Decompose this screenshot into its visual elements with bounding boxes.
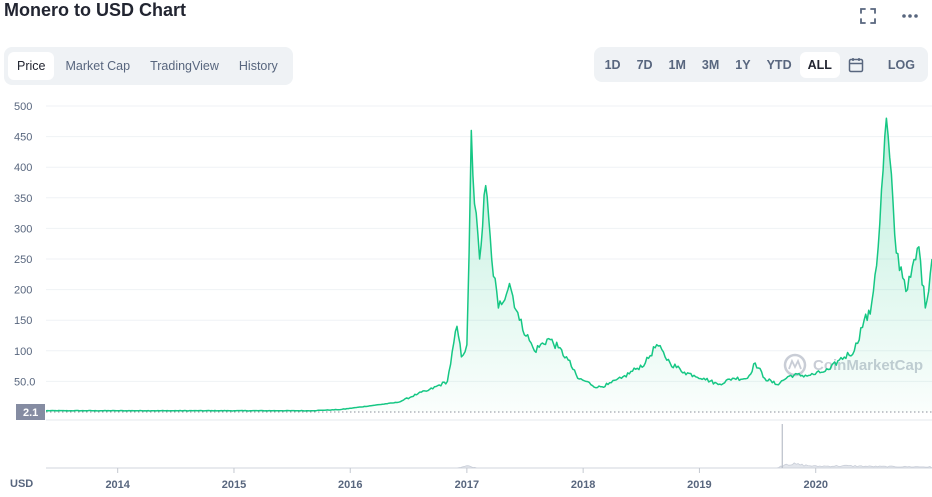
chart-grid (46, 105, 932, 382)
time-range-selector: 1D 7D 1M 3M 1Y YTD ALL LOG (593, 47, 928, 82)
tab-history[interactable]: History (238, 59, 278, 73)
tab-price[interactable]: Price (8, 52, 55, 80)
range-1y[interactable]: 1Y (735, 57, 751, 72)
y-axis: 500 450 400 350 300 250 200 150 100 50.0 (14, 101, 35, 388)
price-area (46, 118, 932, 412)
calendar-icon[interactable] (840, 53, 872, 77)
y-tick-label: 300 (14, 223, 32, 235)
range-all[interactable]: ALL (799, 51, 840, 78)
range-1m[interactable]: 1M (668, 57, 686, 72)
y-tick-label: 250 (14, 254, 32, 266)
current-value-text: 2.1 (23, 407, 38, 419)
x-tick-label: 2020 (803, 479, 827, 491)
range-ytd[interactable]: YTD (766, 57, 792, 72)
x-tick-label: 2015 (222, 479, 246, 491)
range-3m[interactable]: 3M (701, 57, 720, 72)
price-line (45, 117, 932, 412)
range-1d[interactable]: 1D (604, 57, 621, 72)
x-tick-label: 2016 (338, 479, 362, 491)
x-tick-label: 2019 (687, 479, 711, 491)
page-title: Monero to USD Chart (4, 0, 186, 20)
header-actions (858, 6, 920, 26)
y-tick-label: 500 (14, 101, 32, 113)
tab-tradingview[interactable]: TradingView (150, 59, 219, 73)
y-tick-label: 200 (14, 285, 32, 297)
x-tick-label: 2014 (105, 479, 130, 491)
x-axis: 2014 2015 2016 2017 2018 2019 2020 (105, 468, 828, 491)
chart-type-tabs: Price Market Cap TradingView History (4, 47, 293, 85)
more-icon[interactable] (900, 6, 920, 26)
y-tick-label: 450 (14, 132, 32, 144)
y-tick-label: 350 (14, 193, 32, 205)
range-7d[interactable]: 7D (636, 57, 653, 72)
x-tick-label: 2017 (455, 479, 479, 491)
current-value-badge: 2.1 (16, 404, 45, 420)
y-tick-label: 150 (14, 315, 32, 327)
y-tick-label: 400 (14, 162, 32, 174)
fullscreen-icon[interactable] (858, 6, 878, 26)
volume-area (46, 462, 932, 469)
currency-label: USD (10, 478, 33, 490)
tab-market-cap[interactable]: Market Cap (65, 59, 131, 73)
log-scale-toggle[interactable]: LOG (887, 57, 915, 72)
y-tick-label: 50.0 (14, 376, 35, 388)
x-tick-label: 2018 (571, 479, 595, 491)
y-tick-label: 100 (14, 346, 32, 358)
